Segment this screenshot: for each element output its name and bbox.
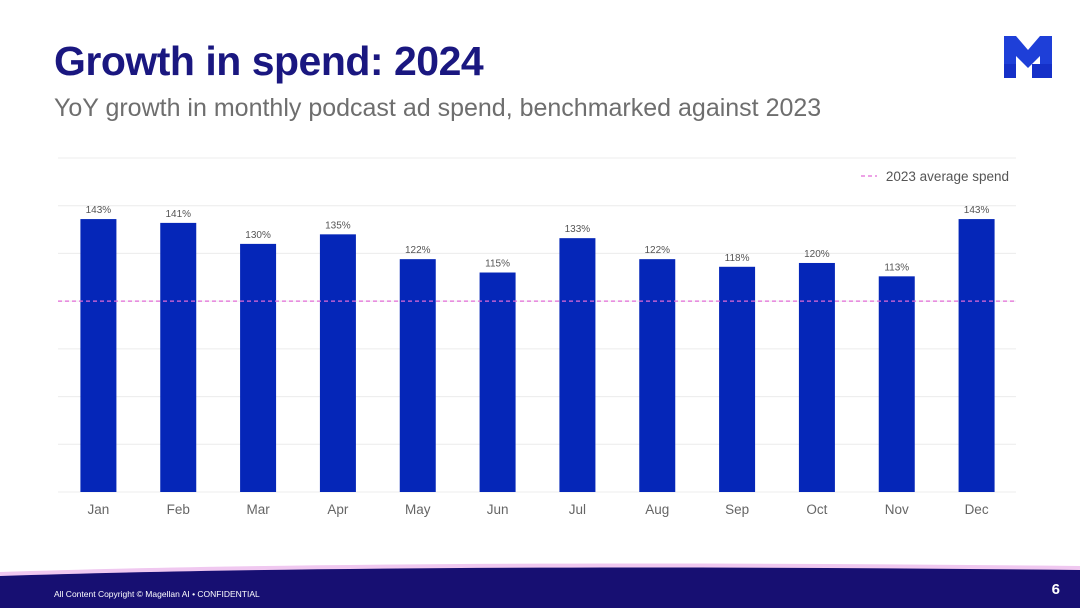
bar-nov	[878, 276, 915, 492]
x-tick-mar: Mar	[246, 502, 270, 517]
value-label-aug: 122%	[644, 245, 670, 256]
x-tick-apr: Apr	[327, 502, 349, 517]
page-number: 6	[1051, 581, 1060, 598]
x-tick-may: May	[405, 502, 431, 517]
bar-jul	[559, 238, 596, 492]
bar-may	[399, 259, 436, 492]
x-tick-nov: Nov	[885, 502, 909, 517]
x-tick-jul: Jul	[569, 502, 586, 517]
bar-sep	[719, 266, 756, 492]
copyright-notice: All Content Copyright © Magellan AI • CO…	[54, 589, 260, 599]
bar-dec	[958, 219, 995, 492]
x-tick-feb: Feb	[167, 502, 190, 517]
legend-label: 2023 average spend	[886, 169, 1009, 184]
value-label-jul: 133%	[565, 224, 591, 235]
bar-apr	[319, 234, 356, 493]
value-label-jun: 115%	[485, 259, 510, 270]
bars	[80, 219, 995, 493]
value-label-feb: 141%	[165, 209, 191, 220]
x-tick-dec: Dec	[965, 502, 989, 517]
value-label-may: 122%	[405, 245, 431, 256]
x-tick-jan: Jan	[88, 502, 110, 517]
x-tick-aug: Aug	[645, 502, 669, 517]
magellan-logo: M	[1004, 36, 1052, 78]
x-tick-sep: Sep	[725, 502, 749, 517]
bar-aug	[639, 259, 676, 492]
value-label-oct: 120%	[804, 249, 830, 260]
bar-jan	[80, 219, 117, 492]
bar-mar	[240, 243, 277, 492]
value-labels: 143% 141% 130% 135% 122% 115% 133% 122% 118% 120%…	[86, 205, 990, 273]
page-title: Growth in spend: 2024	[54, 38, 484, 84]
value-label-sep: 118%	[725, 253, 750, 264]
x-axis-ticks: Jan Feb Mar Apr May Jun Jul Aug Sep Oct Nov Dec	[88, 502, 989, 517]
value-label-mar: 130%	[245, 230, 271, 241]
bar-chart: 143% 141% 130% 135% 122% 115% 133% 122% 118% 120%…	[58, 157, 1016, 517]
x-tick-oct: Oct	[806, 502, 827, 517]
value-label-jan: 143%	[86, 205, 112, 216]
value-label-nov: 113%	[884, 262, 909, 273]
x-tick-jun: Jun	[487, 502, 509, 517]
bar-oct	[798, 262, 835, 492]
bar-jun	[479, 272, 516, 492]
page-subtitle: YoY growth in monthly podcast ad spend, …	[54, 94, 822, 122]
footer-band	[0, 563, 1080, 608]
value-label-dec: 143%	[964, 205, 990, 216]
legend: 2023 average spend	[861, 169, 1009, 184]
value-label-apr: 135%	[325, 220, 351, 231]
gridlines	[58, 157, 1016, 493]
bar-feb	[160, 222, 197, 493]
